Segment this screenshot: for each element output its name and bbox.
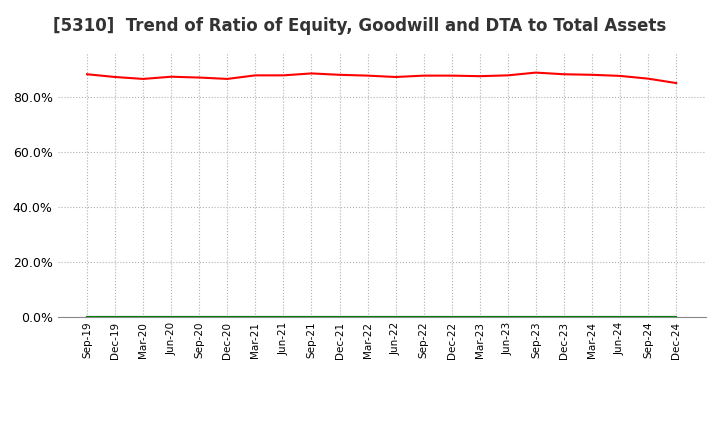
Equity [139, 76, 148, 81]
Goodwill [139, 314, 148, 319]
Deferred Tax Assets [195, 314, 204, 319]
Deferred Tax Assets [223, 314, 232, 319]
Equity [251, 73, 260, 78]
Goodwill [531, 314, 540, 319]
Equity [223, 76, 232, 81]
Goodwill [83, 314, 91, 319]
Deferred Tax Assets [419, 314, 428, 319]
Equity [644, 76, 652, 81]
Deferred Tax Assets [251, 314, 260, 319]
Deferred Tax Assets [336, 314, 344, 319]
Equity [616, 73, 624, 78]
Equity [307, 71, 316, 76]
Equity [195, 75, 204, 80]
Deferred Tax Assets [167, 314, 176, 319]
Goodwill [223, 314, 232, 319]
Deferred Tax Assets [391, 314, 400, 319]
Goodwill [251, 314, 260, 319]
Equity [279, 73, 288, 78]
Deferred Tax Assets [531, 314, 540, 319]
Equity [336, 72, 344, 77]
Goodwill [419, 314, 428, 319]
Equity [167, 74, 176, 79]
Goodwill [616, 314, 624, 319]
Deferred Tax Assets [139, 314, 148, 319]
Equity [83, 72, 91, 77]
Equity [391, 74, 400, 80]
Deferred Tax Assets [588, 314, 596, 319]
Goodwill [167, 314, 176, 319]
Equity [419, 73, 428, 78]
Deferred Tax Assets [279, 314, 288, 319]
Deferred Tax Assets [83, 314, 91, 319]
Deferred Tax Assets [503, 314, 512, 319]
Goodwill [475, 314, 484, 319]
Equity [559, 72, 568, 77]
Deferred Tax Assets [111, 314, 120, 319]
Goodwill [111, 314, 120, 319]
Goodwill [672, 314, 680, 319]
Deferred Tax Assets [475, 314, 484, 319]
Deferred Tax Assets [364, 314, 372, 319]
Text: [5310]  Trend of Ratio of Equity, Goodwill and DTA to Total Assets: [5310] Trend of Ratio of Equity, Goodwil… [53, 18, 667, 35]
Equity [364, 73, 372, 78]
Goodwill [336, 314, 344, 319]
Equity [111, 74, 120, 80]
Goodwill [588, 314, 596, 319]
Goodwill [559, 314, 568, 319]
Deferred Tax Assets [644, 314, 652, 319]
Deferred Tax Assets [616, 314, 624, 319]
Equity [531, 70, 540, 75]
Deferred Tax Assets [672, 314, 680, 319]
Goodwill [447, 314, 456, 319]
Equity [588, 72, 596, 77]
Goodwill [503, 314, 512, 319]
Deferred Tax Assets [307, 314, 316, 319]
Goodwill [195, 314, 204, 319]
Equity [503, 73, 512, 78]
Goodwill [307, 314, 316, 319]
Equity [475, 73, 484, 79]
Goodwill [391, 314, 400, 319]
Goodwill [364, 314, 372, 319]
Goodwill [279, 314, 288, 319]
Equity [447, 73, 456, 78]
Equity [672, 81, 680, 86]
Line: Equity: Equity [87, 73, 676, 83]
Deferred Tax Assets [447, 314, 456, 319]
Goodwill [644, 314, 652, 319]
Deferred Tax Assets [559, 314, 568, 319]
